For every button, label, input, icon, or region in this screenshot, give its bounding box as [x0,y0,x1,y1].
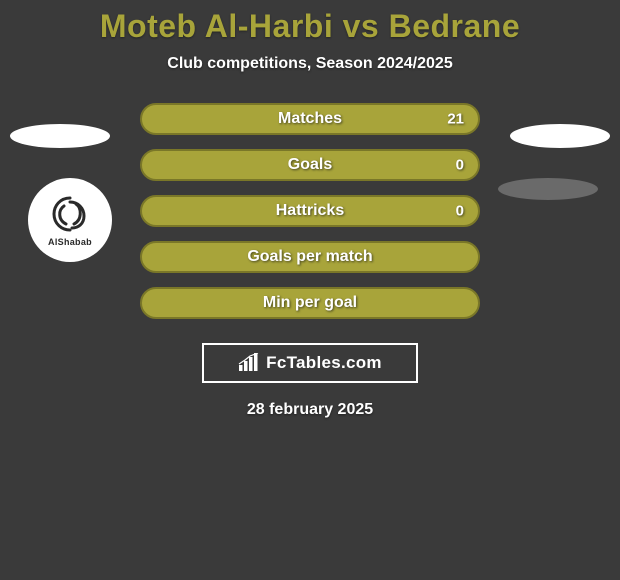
ellipse-decoration [10,124,110,148]
ellipse-decoration [498,178,598,200]
stat-row-min-per-goal: Min per goal [140,287,480,319]
stat-label: Min per goal [263,294,357,312]
stat-row-goals-per-match: Goals per match [140,241,480,273]
page-title: Moteb Al-Harbi vs Bedrane [100,8,520,45]
ellipse-decoration [510,124,610,148]
branding-text: FcTables.com [266,353,382,373]
stat-label: Hattricks [276,202,344,220]
bar-chart-icon [238,353,260,373]
page-subtitle: Club competitions, Season 2024/2025 [167,55,452,73]
stat-label: Goals [288,156,332,174]
stat-value: 0 [456,203,464,220]
stat-row-hattricks: Hattricks 0 [140,195,480,227]
branding-box: FcTables.com [202,343,418,383]
swirl-icon [46,194,94,236]
stat-label: Matches [278,110,342,128]
stats-list: Matches 21 Goals 0 Hattricks 0 Goals per… [140,103,480,319]
stat-value: 0 [456,157,464,174]
stat-row-matches: Matches 21 [140,103,480,135]
club-badge: AlShabab [28,178,112,262]
date-text: 28 february 2025 [247,401,373,419]
club-badge-label: AlShabab [48,237,92,247]
stat-label: Goals per match [247,248,372,266]
stat-value: 21 [447,111,464,128]
stat-row-goals: Goals 0 [140,149,480,181]
